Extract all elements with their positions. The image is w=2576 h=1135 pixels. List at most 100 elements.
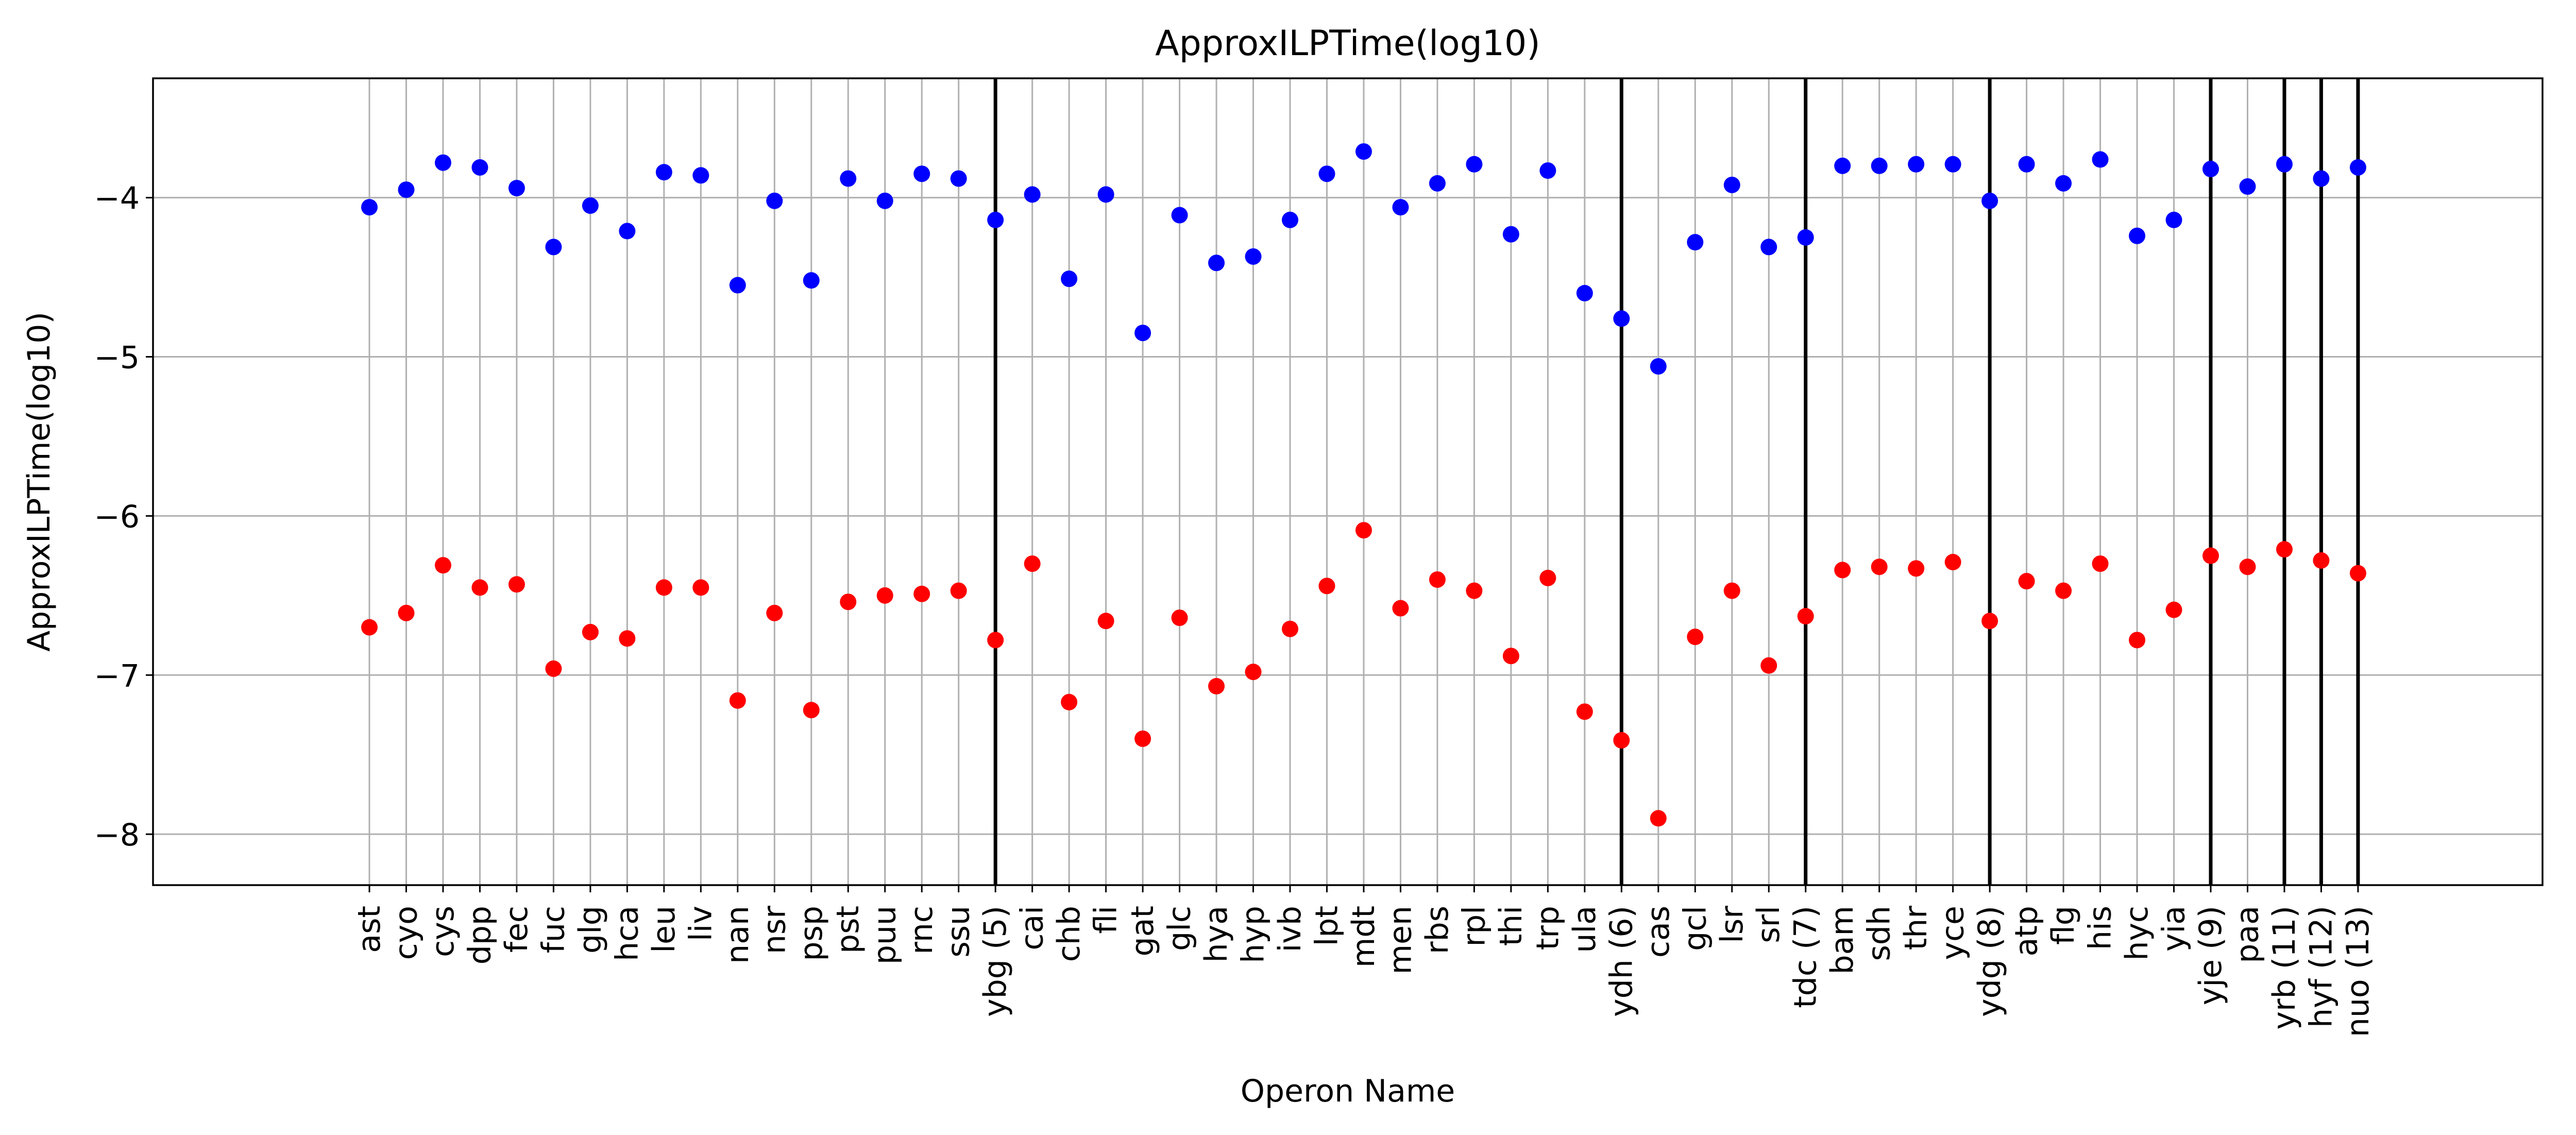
x-tick-label: rbs — [1419, 906, 1455, 954]
blue-point — [1834, 157, 1851, 174]
x-axis-label: Operon Name — [1241, 1073, 1455, 1109]
blue-point — [1208, 255, 1225, 272]
x-tick-label: ybg (5) — [977, 906, 1013, 1017]
red-point — [692, 579, 709, 596]
x-tick-label: fuc — [535, 906, 571, 953]
red-point — [876, 587, 893, 604]
red-point — [913, 585, 930, 602]
x-tick-label: flg — [2045, 906, 2081, 945]
red-point — [803, 702, 820, 719]
red-point — [729, 692, 746, 709]
red-point — [2092, 555, 2109, 572]
blue-point — [619, 223, 636, 240]
blue-point — [1282, 211, 1298, 228]
x-tick-label: cas — [1640, 906, 1676, 958]
red-point — [1797, 608, 1814, 624]
blue-point — [1466, 156, 1483, 173]
x-tick-label: ydh (6) — [1603, 906, 1639, 1017]
x-tick-label: hyc — [2119, 906, 2155, 961]
data-points — [361, 143, 2366, 827]
y-tick-label: −4 — [94, 181, 140, 217]
blue-point — [398, 181, 415, 198]
x-tick-label: nan — [720, 906, 756, 964]
x-tick-label: pst — [830, 906, 866, 954]
blue-point — [840, 170, 857, 187]
x-tick-label: cai — [1014, 906, 1050, 950]
blue-point — [508, 180, 525, 197]
blue-point — [1944, 156, 1961, 173]
blue-point — [434, 154, 451, 171]
x-tick-label: srl — [1751, 906, 1787, 943]
x-tick-label: ssu — [941, 906, 977, 958]
blue-point — [582, 197, 599, 214]
x-tick-label: ast — [351, 906, 387, 953]
blue-point — [1539, 162, 1556, 179]
blue-point — [1097, 186, 1114, 203]
x-tick-label: ydg (8) — [1972, 906, 2008, 1017]
blue-point — [1171, 207, 1188, 224]
red-point — [1981, 613, 1998, 630]
x-tick-label: sdh — [1861, 906, 1897, 961]
blue-point — [2276, 156, 2293, 173]
x-tick-label: paa — [2229, 906, 2265, 963]
blue-point — [2202, 161, 2219, 178]
blue-point — [1871, 157, 1888, 174]
x-tick-label: yce — [1935, 906, 1971, 960]
x-tick-label: hca — [609, 906, 645, 961]
x-tick-label: rpl — [1456, 906, 1492, 946]
x-tick-label: thr — [1898, 906, 1934, 951]
blue-point — [1650, 358, 1667, 375]
blue-point — [692, 167, 709, 184]
red-point — [987, 632, 1004, 649]
y-tick-label: −8 — [94, 817, 140, 853]
x-tick-label: gat — [1125, 906, 1161, 956]
y-tick-label: −6 — [94, 499, 140, 535]
red-point — [1650, 810, 1667, 827]
x-tick-label: glg — [572, 906, 608, 954]
x-tick-label: lpt — [1309, 906, 1345, 946]
x-axis-ticks: ast cyo cys dpp fec fuc glg hca leu liv nan nsr psp p… — [351, 885, 2376, 1037]
blue-point — [471, 159, 488, 176]
x-tick-label: hyf (12) — [2303, 906, 2339, 1028]
x-tick-label: psp — [793, 906, 829, 961]
x-gridlines — [368, 78, 2359, 885]
blue-point — [2239, 178, 2256, 195]
blue-point — [2349, 159, 2366, 176]
red-point — [2129, 632, 2146, 649]
x-tick-label: thi — [1493, 906, 1529, 946]
blue-point — [545, 239, 562, 256]
blue-point — [1981, 192, 1998, 209]
blue-point — [1797, 229, 1814, 246]
red-point — [1613, 732, 1630, 749]
red-point — [2276, 541, 2293, 558]
red-point — [2202, 547, 2219, 564]
x-tick-label: cys — [425, 906, 461, 957]
x-tick-label: fli — [1088, 906, 1124, 934]
blue-point — [2055, 175, 2072, 192]
red-point — [361, 619, 378, 636]
x-tick-label: rnc — [904, 906, 940, 955]
blue-point — [1024, 186, 1041, 203]
x-tick-label: ivb — [1272, 906, 1308, 952]
x-tick-label: mdt — [1346, 906, 1382, 968]
blue-point — [1134, 325, 1151, 342]
blue-point — [1318, 165, 1335, 182]
red-point — [1760, 657, 1777, 674]
red-point — [1024, 555, 1041, 572]
x-tick-label: puu — [867, 906, 903, 964]
red-point — [619, 630, 636, 647]
x-tick-label: hyp — [1235, 906, 1272, 963]
blue-point — [1355, 143, 1372, 160]
red-point — [2165, 601, 2182, 618]
red-point — [471, 579, 488, 596]
blue-point — [1502, 226, 1519, 243]
blue-point — [1687, 234, 1704, 251]
x-tick-label: trp — [1530, 906, 1566, 950]
y-axis-ticks: −8 −7 −6 −5 −4 — [94, 181, 153, 853]
red-point — [1539, 569, 1556, 586]
x-tick-label: lsr — [1714, 906, 1750, 943]
blue-point — [361, 199, 378, 216]
y-tick-label: −5 — [94, 340, 140, 376]
y-tick-label: −7 — [94, 658, 140, 694]
